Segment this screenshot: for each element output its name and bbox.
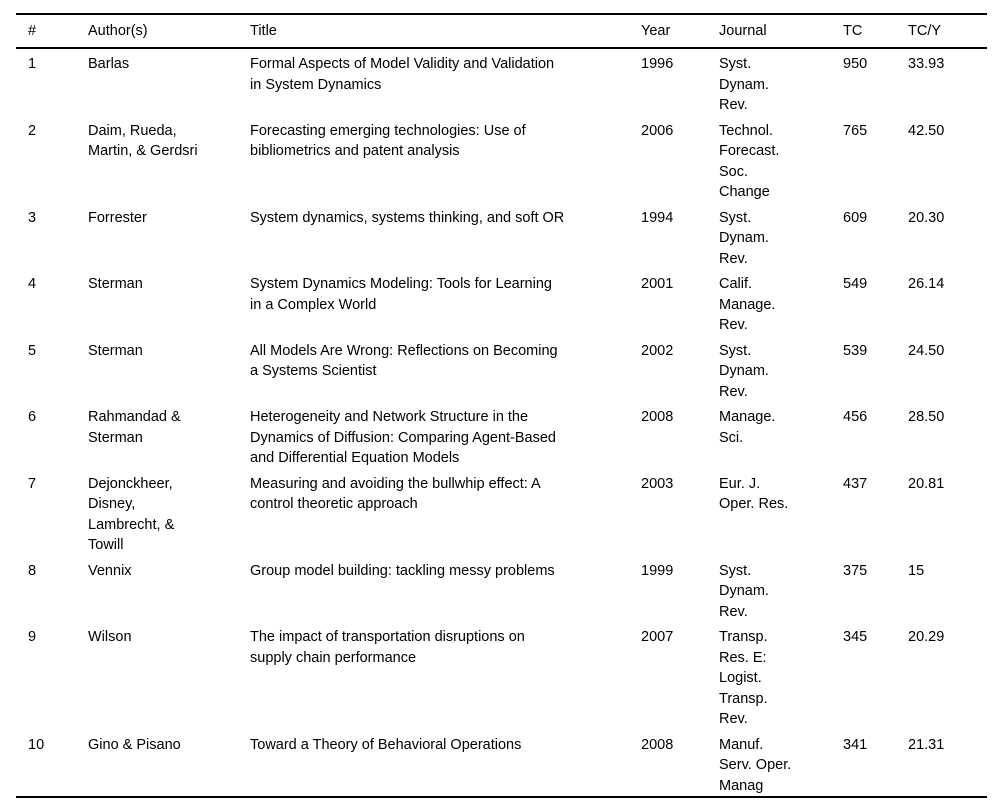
table-row: 6 Rahmandad & Sterman Heterogeneity and …: [16, 402, 987, 469]
cell-year: 2002: [641, 342, 674, 359]
cell-tcy: 20.30: [908, 209, 945, 226]
cell-rank: 6: [28, 409, 37, 425]
cell-title: Forecasting emerging technologies: Use o…: [250, 122, 526, 160]
cell-title: Toward a Theory of Behavioral Operations: [250, 736, 522, 753]
cell-rank: 10: [28, 736, 45, 753]
cell-authors: Sterman: [88, 342, 143, 359]
cell-rank: 3: [28, 209, 37, 226]
cell-title: Heterogeneity and Network Structure in t…: [250, 409, 556, 466]
cell-year: 2008: [641, 409, 674, 425]
cell-year: 2008: [641, 736, 674, 753]
cell-authors: Gino & Pisano: [88, 736, 181, 753]
cell-tc: 341: [843, 736, 868, 753]
header-journal: Journal: [719, 23, 767, 39]
cell-journal: Technol. Forecast. Soc. Change: [719, 122, 780, 201]
table-row: 9 Wilson The impact of transportation di…: [16, 622, 987, 730]
cell-rank: 1: [28, 56, 37, 72]
cell-tc: 456: [843, 409, 868, 425]
header-tc: TC: [843, 23, 863, 39]
table-row: 2 Daim, Rueda, Martin, & Gerdsri Forecas…: [16, 116, 987, 203]
cell-rank: 5: [28, 342, 37, 359]
header-rank: #: [28, 23, 37, 39]
cell-tcy: 20.81: [908, 475, 945, 492]
cell-year: 1994: [641, 209, 674, 226]
cell-title: System Dynamics Modeling: Tools for Lear…: [250, 276, 552, 313]
table-row: 10 Gino & Pisano Toward a Theory of Beha…: [16, 730, 987, 798]
table-row: 5 Sterman All Models Are Wrong: Reflecti…: [16, 336, 987, 403]
header-authors: Author(s): [88, 23, 148, 39]
table-row: 3 Forrester System dynamics, systems thi…: [16, 203, 987, 270]
cell-rank: 7: [28, 475, 37, 492]
cell-journal: Syst. Dynam. Rev.: [719, 342, 769, 400]
cell-title: Formal Aspects of Model Validity and Val…: [250, 56, 555, 93]
cell-journal: Manage. Sci.: [719, 409, 776, 446]
table-row: 8 Vennix Group model building: tackling …: [16, 556, 987, 623]
table-row: 7 Dejonckheer, Disney, Lambrecht, & Towi…: [16, 469, 987, 556]
cell-authors: Vennix: [88, 562, 132, 579]
cell-tcy: 21.31: [908, 736, 945, 753]
cell-tcy: 26.14: [908, 276, 945, 292]
cell-rank: 9: [28, 629, 37, 645]
cell-tcy: 28.50: [908, 409, 945, 425]
cell-rank: 4: [28, 276, 37, 292]
cell-authors: Wilson: [88, 629, 132, 645]
cell-title: Measuring and avoiding the bullwhip effe…: [250, 475, 541, 513]
cell-tc: 539: [843, 342, 868, 359]
cell-authors: Sterman: [88, 276, 143, 292]
header-year: Year: [641, 23, 671, 39]
table-row: 4 Sterman System Dynamics Modeling: Tool…: [16, 269, 987, 336]
header-title: Title: [250, 23, 277, 39]
cell-tcy: 42.50: [908, 122, 945, 139]
cell-tcy: 24.50: [908, 342, 945, 359]
cell-rank: 2: [28, 122, 37, 139]
cell-tc: 950: [843, 56, 868, 72]
cell-tc: 375: [843, 562, 868, 579]
cell-title: Group model building: tackling messy pro…: [250, 562, 555, 579]
cell-journal: Syst. Dynam. Rev.: [719, 56, 769, 113]
cell-authors: Rahmandad & Sterman: [88, 409, 181, 446]
cell-year: 2006: [641, 122, 674, 139]
cell-rank: 8: [28, 562, 37, 579]
cell-year: 2003: [641, 475, 674, 492]
cell-tc: 765: [843, 122, 868, 139]
cell-title: System dynamics, systems thinking, and s…: [250, 209, 565, 226]
cell-tc: 345: [843, 629, 868, 645]
cell-tcy: 33.93: [908, 56, 945, 72]
cell-year: 2001: [641, 276, 674, 292]
cell-year: 1996: [641, 56, 674, 72]
cell-journal: Eur. J. Oper. Res.: [719, 475, 789, 513]
top-cited-papers-table: # Author(s) Title Year Journal TC TC/Y 1…: [16, 13, 987, 798]
header-tcy: TC/Y: [908, 23, 942, 39]
cell-title: All Models Are Wrong: Reflections on Bec…: [250, 342, 558, 380]
cell-tc: 609: [843, 209, 868, 226]
cell-journal: Calif. Manage. Rev.: [719, 276, 776, 333]
cell-authors: Forrester: [88, 209, 147, 226]
cell-authors: Dejonckheer, Disney, Lambrecht, & Towill: [88, 475, 175, 554]
cell-journal: Syst. Dynam. Rev.: [719, 209, 769, 267]
cell-title: The impact of transportation disruptions…: [250, 629, 525, 666]
cell-year: 1999: [641, 562, 674, 579]
table-header-row: # Author(s) Title Year Journal TC TC/Y: [16, 14, 987, 48]
cell-journal: Syst. Dynam. Rev.: [719, 562, 769, 620]
cell-authors: Barlas: [88, 56, 130, 72]
cell-tcy: 20.29: [908, 629, 945, 645]
cell-year: 2007: [641, 629, 674, 645]
cell-tc: 437: [843, 475, 868, 492]
cell-tcy: 15: [908, 562, 925, 579]
cell-authors: Daim, Rueda, Martin, & Gerdsri: [88, 122, 198, 160]
cell-journal: Manuf. Serv. Oper. Manag: [719, 736, 792, 794]
table-row: 1 Barlas Formal Aspects of Model Validit…: [16, 48, 987, 116]
cell-journal: Transp. Res. E: Logist. Transp. Rev.: [719, 629, 768, 727]
cell-tc: 549: [843, 276, 868, 292]
